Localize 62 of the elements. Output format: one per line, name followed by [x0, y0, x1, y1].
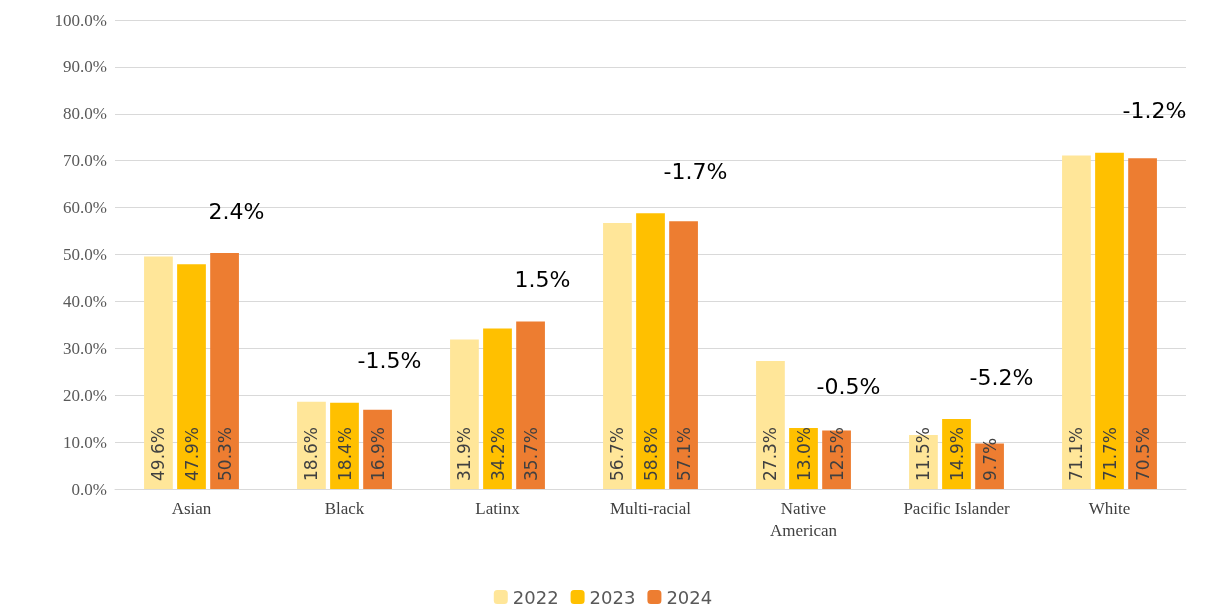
data-label: 13.0% [793, 426, 814, 481]
y-tick-label: 10.0% [63, 432, 107, 452]
bar [483, 328, 512, 489]
annotation: -5.2% [969, 364, 1034, 390]
y-tick-label: 80.0% [63, 104, 107, 124]
data-label: 56.7% [607, 426, 628, 481]
x-tick-label: White [1088, 498, 1131, 518]
y-tick-label: 40.0% [63, 291, 107, 311]
data-label: 9.7% [979, 437, 1000, 481]
y-tick-label: 50.0% [63, 245, 107, 264]
y-tick-label: 90.0% [63, 57, 107, 77]
data-label: 27.3% [760, 426, 781, 481]
y-tick-label: 60.0% [63, 198, 107, 218]
data-label: 18.6% [301, 426, 322, 481]
bar [210, 253, 239, 489]
data-label: 16.9% [367, 426, 388, 481]
data-label: 11.5% [913, 426, 934, 481]
bar [1062, 155, 1091, 489]
legend-label: 2024 [666, 586, 713, 608]
data-label: 34.2% [487, 426, 508, 481]
bar [144, 256, 173, 489]
annotation: 1.5% [514, 267, 571, 293]
legend-label: 2023 [589, 586, 636, 608]
data-label: 49.6% [148, 426, 169, 481]
annotation: -1.5% [357, 348, 422, 374]
data-label: 70.5% [1132, 426, 1153, 481]
bar [603, 223, 632, 489]
annotation: -0.5% [816, 373, 881, 399]
bar [636, 213, 665, 489]
y-tick-label: 0.0% [71, 479, 107, 499]
y-tick-label: 70.0% [63, 151, 107, 171]
x-tick-label: Asian [171, 498, 212, 518]
bar [1095, 152, 1124, 489]
y-tick-label: 100.0% [54, 10, 107, 30]
y-tick-label: 30.0% [63, 338, 107, 358]
bar [177, 264, 206, 489]
data-label: 57.1% [673, 426, 694, 481]
annotation: -1.7% [663, 158, 728, 184]
annotation: -1.2% [1122, 98, 1187, 124]
data-label: 58.8% [640, 426, 661, 481]
data-label: 18.4% [334, 426, 355, 481]
x-tick-label: Pacific Islander [903, 498, 1010, 518]
y-tick-label: 20.0% [63, 385, 107, 405]
data-label: 12.5% [826, 426, 847, 481]
bar [450, 339, 479, 489]
data-label: 31.9% [454, 426, 475, 481]
data-label: 47.9% [181, 426, 202, 481]
legend-label: 2022 [512, 586, 559, 608]
bar [756, 360, 785, 489]
data-label: 50.3% [214, 426, 235, 481]
annotation: 2.4% [208, 198, 265, 224]
data-label: 14.9% [946, 426, 967, 481]
data-label: 35.7% [520, 426, 541, 481]
x-tick-label: Latinx [475, 498, 521, 518]
data-label: 71.1% [1066, 426, 1087, 481]
x-tick-label: Black [324, 498, 365, 518]
x-tick-label: Native American [769, 498, 838, 540]
data-label: 71.7% [1099, 426, 1120, 481]
bar [669, 221, 698, 489]
bar [1128, 158, 1157, 489]
bar [516, 321, 545, 489]
x-tick-label: Multi-racial [609, 498, 692, 518]
